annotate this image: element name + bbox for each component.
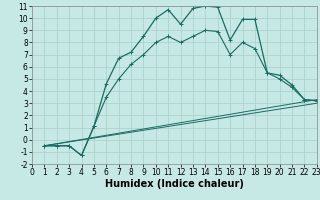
X-axis label: Humidex (Indice chaleur): Humidex (Indice chaleur)	[105, 179, 244, 189]
